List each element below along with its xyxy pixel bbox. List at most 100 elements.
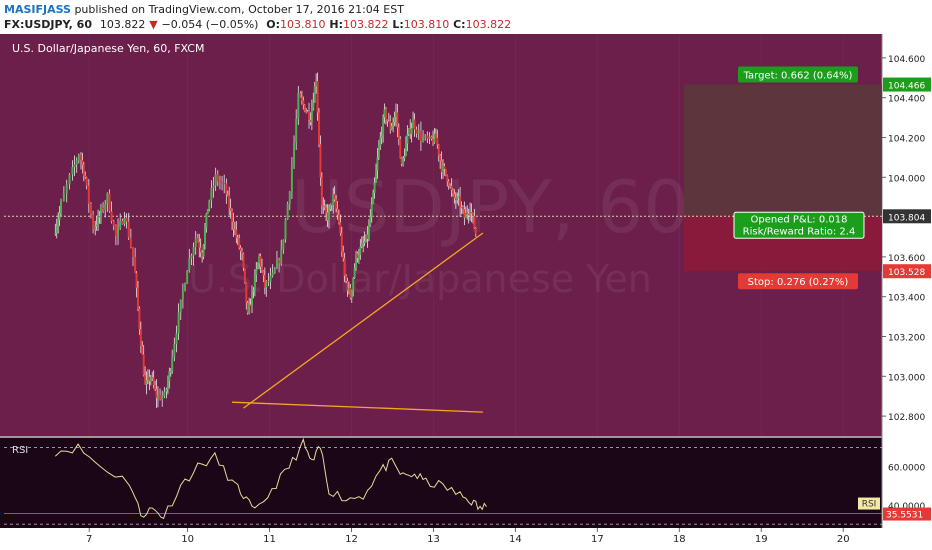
candle-body (208, 200, 211, 209)
candle-body (349, 287, 352, 299)
time-tick-label: 20 (837, 534, 850, 545)
candle-body (434, 133, 437, 138)
candle-body (396, 112, 399, 128)
candle-body (249, 304, 252, 306)
candle-body (278, 260, 281, 264)
candle-body (332, 194, 335, 206)
trendline-layer[interactable] (232, 232, 484, 413)
candle-body (102, 207, 105, 210)
candle-body (394, 112, 397, 118)
symbol-label[interactable]: FX:USDJPY, 60 (4, 18, 92, 31)
candle-body (439, 155, 442, 161)
candle-body (55, 225, 58, 234)
candle-body (134, 256, 137, 273)
candle-body (447, 181, 450, 187)
candle-body (400, 158, 403, 164)
candle-body (177, 312, 180, 334)
candle-body (327, 208, 330, 221)
candle-body (409, 128, 412, 135)
candle-body (342, 251, 345, 259)
candle-body (362, 243, 365, 245)
candle-body (419, 130, 422, 141)
candle-body (235, 229, 238, 238)
candle-body (446, 175, 449, 182)
candle-body (62, 193, 65, 202)
candle-body (386, 120, 389, 122)
time-tick-label: 12 (345, 534, 358, 545)
candle-body (95, 224, 98, 227)
candle-body (168, 371, 171, 382)
candle-body (403, 155, 406, 159)
rsi-tag-box (858, 497, 880, 510)
candle-body (406, 134, 409, 144)
candle-body (242, 253, 245, 269)
candle-body (313, 86, 316, 103)
candle-body (387, 121, 390, 123)
candle-body (71, 167, 74, 175)
candle-body (329, 203, 332, 209)
candle-body (117, 227, 120, 237)
candle-body (384, 109, 387, 121)
candle-body (77, 155, 80, 161)
candle-body (380, 135, 383, 138)
candle-body (443, 165, 446, 169)
candle-body (258, 255, 261, 264)
candle-body (84, 175, 87, 178)
rsi-value-box (883, 507, 931, 521)
candle-body (355, 253, 358, 268)
candle-body (275, 260, 278, 269)
candle-body (407, 128, 410, 135)
candle-body (203, 228, 206, 245)
candle-body (58, 212, 61, 220)
candle-body (223, 183, 226, 185)
rsi-tag-text: RSI (862, 500, 877, 510)
candle-body (54, 233, 57, 235)
candle-body (373, 182, 376, 193)
candle-body (161, 396, 164, 400)
candle-body (433, 133, 436, 143)
price-tick-label: 104.000 (888, 174, 925, 184)
candle-body (473, 215, 476, 228)
author-name[interactable]: MASIFJASS (4, 3, 71, 16)
candle-body (131, 247, 134, 257)
candle-body (125, 218, 128, 222)
candle-body (154, 385, 157, 389)
candle-body (141, 345, 144, 355)
candle-body (460, 207, 463, 209)
candle-body (315, 81, 318, 87)
candle-body (60, 201, 63, 213)
candle-body (437, 144, 440, 156)
candle-body (142, 354, 145, 376)
candle-body (206, 208, 209, 214)
position-tool[interactable] (4, 84, 882, 272)
down-arrow-icon: ▼ (149, 18, 158, 31)
candle-body (136, 287, 139, 309)
price-tick-label: 104.400 (888, 95, 925, 105)
target-label-text: Target: 0.662 (0.64%) (743, 71, 853, 82)
candle-body (267, 281, 270, 283)
ohlc-close-label: C: (453, 18, 466, 31)
candle-body (169, 371, 172, 373)
price-change: −0.054 (−0.05%) (161, 18, 259, 31)
pnl-label-text: Opened P&L: 0.018 (751, 214, 848, 225)
candle-body (190, 255, 193, 259)
candle-body (319, 144, 322, 178)
candle-body (262, 270, 265, 276)
candle-body (68, 174, 71, 185)
candle-body (251, 291, 254, 306)
candle-body (305, 111, 308, 113)
candle-body (151, 377, 154, 379)
candle-body (89, 203, 92, 215)
ohlc-high-value: 103.822 (343, 18, 389, 31)
candle-body (463, 209, 466, 218)
time-tick-label: 7 (86, 534, 92, 545)
candle-body (139, 329, 142, 346)
candle-body (320, 177, 323, 206)
candle-body (426, 135, 429, 139)
price-axis-label-text: 104.466 (888, 82, 925, 92)
chart-title: U.S. Dollar/Japanese Yen, 60, FXCM (12, 42, 204, 55)
candle-body (202, 244, 205, 257)
candle-body (369, 216, 372, 225)
time-tick-label: 17 (591, 534, 604, 545)
